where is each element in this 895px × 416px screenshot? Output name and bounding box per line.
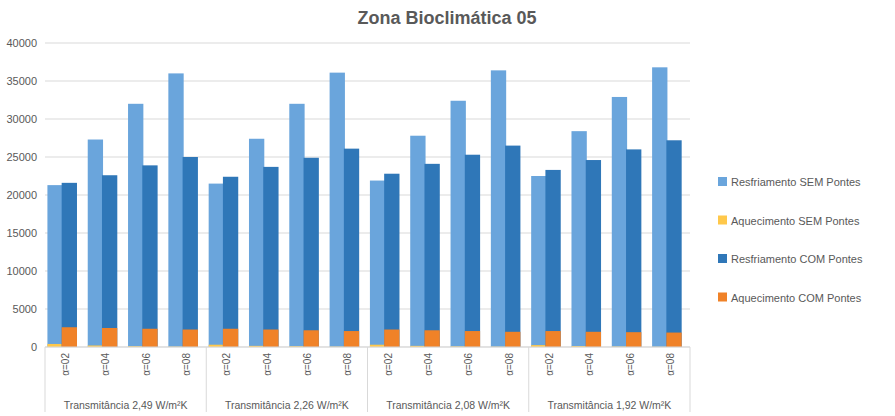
x-tick-label: α=08 bbox=[665, 353, 676, 376]
x-tick-label: α=04 bbox=[262, 353, 273, 376]
bar bbox=[183, 330, 198, 347]
group-separator bbox=[690, 347, 691, 412]
bar bbox=[223, 177, 238, 347]
bar bbox=[612, 97, 627, 347]
y-tick-label: 10000 bbox=[6, 265, 37, 277]
bar bbox=[330, 73, 345, 347]
group-separator bbox=[367, 347, 368, 412]
grid-line bbox=[45, 43, 690, 44]
y-tick-label: 0 bbox=[31, 341, 37, 353]
bar bbox=[451, 101, 466, 347]
bar bbox=[128, 104, 143, 347]
x-tick-label: α=08 bbox=[504, 353, 515, 376]
chart: Zona Bioclimática 05 0 5000 10000 15000 20000… bbox=[0, 0, 895, 416]
bar bbox=[424, 164, 439, 347]
legend-swatch bbox=[718, 177, 727, 186]
group-separator bbox=[206, 347, 207, 412]
y-tick-label: 40000 bbox=[6, 37, 37, 49]
group-separator bbox=[528, 347, 529, 412]
bar bbox=[410, 136, 425, 347]
group-label: Transmitância 2,26 W/m²K bbox=[225, 399, 349, 411]
bars bbox=[47, 67, 681, 347]
bar bbox=[183, 157, 198, 347]
title: Zona Bioclimática 05 bbox=[357, 8, 536, 28]
x-tick-label: α=06 bbox=[302, 353, 313, 376]
legend-swatch bbox=[718, 293, 727, 302]
x-tick-label: α=02 bbox=[383, 353, 394, 376]
bar bbox=[102, 328, 117, 347]
bar bbox=[586, 332, 601, 347]
bar bbox=[666, 333, 681, 347]
bar bbox=[263, 330, 278, 347]
y-tick-label: 5000 bbox=[13, 303, 37, 315]
bar bbox=[465, 331, 480, 347]
bar bbox=[626, 332, 641, 347]
bar bbox=[304, 158, 319, 347]
bar bbox=[223, 329, 238, 347]
group-label: Transmitância 2,08 W/m²K bbox=[386, 399, 510, 411]
bar bbox=[62, 327, 77, 347]
x-tick-label: α=04 bbox=[423, 353, 434, 376]
y-tick-label: 30000 bbox=[6, 113, 37, 125]
x-tick-label: α=06 bbox=[463, 353, 474, 376]
bar bbox=[47, 185, 62, 347]
legend-label: Resfriamento SEM Pontes bbox=[731, 176, 861, 188]
legend-swatch bbox=[718, 216, 727, 225]
y-tick-label: 20000 bbox=[6, 189, 37, 201]
x-tick-label: α=02 bbox=[221, 353, 232, 376]
x-tick-label: α=08 bbox=[342, 353, 353, 376]
bar bbox=[142, 165, 157, 347]
bar bbox=[505, 146, 520, 347]
bar bbox=[505, 332, 520, 347]
bar bbox=[209, 184, 224, 347]
legend-label: Resfriamento COM Pontes bbox=[731, 253, 863, 265]
x-tick-label: α=02 bbox=[60, 353, 71, 376]
bar bbox=[586, 160, 601, 347]
bar bbox=[168, 73, 183, 347]
bar bbox=[88, 140, 103, 347]
y-tick-label: 15000 bbox=[6, 227, 37, 239]
bar bbox=[62, 183, 77, 347]
bar bbox=[384, 330, 399, 347]
bar bbox=[289, 104, 304, 347]
bar bbox=[652, 67, 667, 347]
y-tick-label: 25000 bbox=[6, 151, 37, 163]
group-label: Transmitância 1,92 W/m²K bbox=[547, 399, 671, 411]
bar bbox=[424, 330, 439, 347]
bar bbox=[465, 155, 480, 347]
x-tick-label: α=02 bbox=[544, 353, 555, 376]
bar bbox=[304, 330, 319, 347]
x-tick-label: α=06 bbox=[625, 353, 636, 376]
bar bbox=[491, 70, 506, 347]
bar bbox=[344, 331, 359, 347]
group-separator bbox=[45, 347, 46, 412]
bar bbox=[370, 181, 385, 347]
bar bbox=[384, 174, 399, 347]
bar bbox=[545, 331, 560, 347]
bar bbox=[142, 329, 157, 347]
x-tick-label: α=04 bbox=[100, 353, 111, 376]
x-tick-label: α=04 bbox=[584, 353, 595, 376]
group-label: Transmitância 2,49 W/m²K bbox=[64, 399, 188, 411]
legend-label: Aquecimento COM Pontes bbox=[731, 292, 862, 304]
bar bbox=[545, 170, 560, 347]
x-tick-label: α=08 bbox=[181, 353, 192, 376]
grid-line bbox=[45, 81, 690, 82]
bar bbox=[102, 175, 117, 347]
bar bbox=[249, 139, 264, 347]
bar bbox=[344, 149, 359, 347]
y-tick-label: 35000 bbox=[6, 75, 37, 87]
legend-label: Aquecimento SEM Pontes bbox=[731, 215, 860, 227]
bar bbox=[531, 176, 546, 347]
legend-swatch bbox=[718, 254, 727, 263]
bar bbox=[666, 140, 681, 347]
bar bbox=[571, 131, 586, 347]
bar bbox=[263, 167, 278, 347]
bar bbox=[626, 149, 641, 347]
x-tick-label: α=06 bbox=[141, 353, 152, 376]
